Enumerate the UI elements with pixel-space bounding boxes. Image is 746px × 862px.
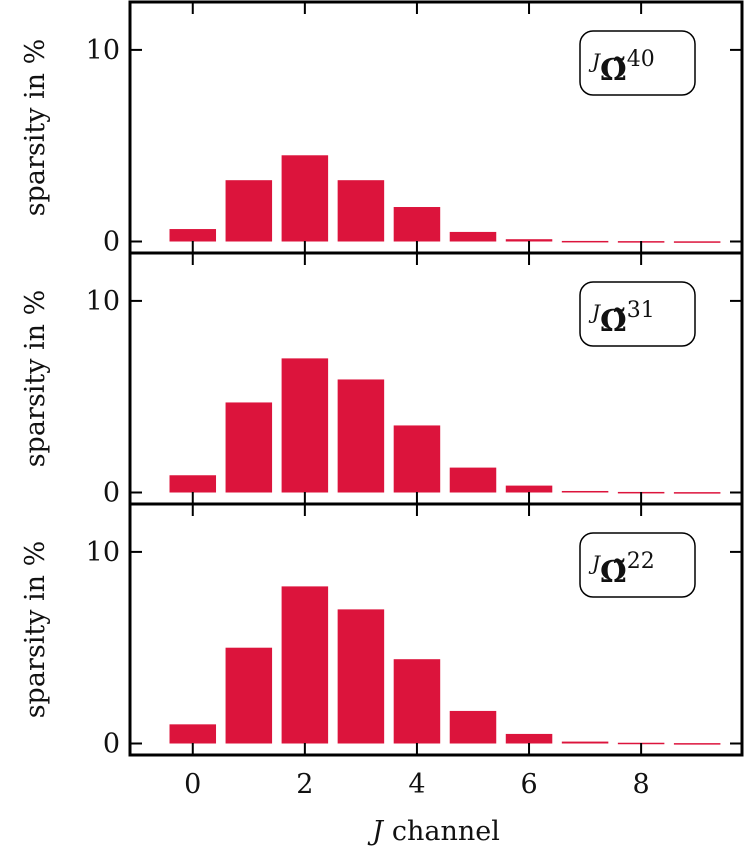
y-tick-label: 0 <box>103 729 120 760</box>
y-axis-label: sparsity in % <box>20 290 51 468</box>
bar <box>673 743 721 745</box>
bar <box>561 490 609 493</box>
bar <box>505 239 553 242</box>
annotation-superscript: 40 <box>627 47 655 72</box>
bar <box>393 425 441 493</box>
annotation: JΩ̃40 <box>588 47 655 88</box>
annotation-symbol: Ω̃ <box>600 555 627 590</box>
bar <box>169 724 217 744</box>
annotation-prefix: J <box>588 49 601 73</box>
bar <box>505 733 553 744</box>
x-axis-label-symbol: J <box>367 816 385 847</box>
bar <box>449 231 497 242</box>
annotation-box <box>579 281 696 347</box>
x-tick-label: 2 <box>296 769 313 800</box>
bar <box>449 710 497 744</box>
bar <box>337 609 385 744</box>
bar <box>281 358 329 493</box>
y-axis-label: sparsity in % <box>20 39 51 217</box>
x-tick-label: 6 <box>520 769 537 800</box>
x-tick-label: 4 <box>408 769 425 800</box>
bar <box>225 180 273 242</box>
bar <box>561 741 609 744</box>
x-axis-label-text: channel <box>392 816 500 847</box>
annotation: JΩ̃22 <box>588 549 655 590</box>
x-tick-label: 8 <box>633 769 650 800</box>
bar <box>281 586 329 744</box>
bar <box>449 467 497 493</box>
bar <box>225 402 273 493</box>
bar <box>673 492 721 494</box>
bar <box>337 180 385 242</box>
annotation-symbol: Ω̃ <box>600 53 627 88</box>
annotation-symbol: Ω̃ <box>600 304 627 339</box>
bar <box>393 659 441 744</box>
bar <box>169 475 217 493</box>
annotation-superscript: 31 <box>627 298 655 323</box>
y-tick-label: 0 <box>103 227 120 258</box>
y-axis-label: sparsity in % <box>20 541 51 719</box>
x-tick-label: 0 <box>184 769 201 800</box>
y-tick-label: 10 <box>86 537 120 568</box>
bar <box>225 647 273 744</box>
y-tick-label: 0 <box>103 478 120 509</box>
annotation-superscript: 22 <box>627 549 655 574</box>
bar <box>281 155 329 242</box>
bar <box>169 229 217 242</box>
y-tick-label: 10 <box>86 35 120 66</box>
annotation-box <box>579 532 696 598</box>
y-tick-label: 10 <box>86 286 120 317</box>
axes-frame <box>128 502 744 757</box>
bar <box>337 379 385 493</box>
bar <box>393 207 441 242</box>
annotation: JΩ̃31 <box>588 298 655 339</box>
bar <box>505 485 553 493</box>
bar <box>561 240 609 243</box>
annotation-box <box>579 30 696 96</box>
annotation-prefix: J <box>588 300 601 324</box>
annotation-prefix: J <box>588 551 601 575</box>
bar <box>673 241 721 243</box>
